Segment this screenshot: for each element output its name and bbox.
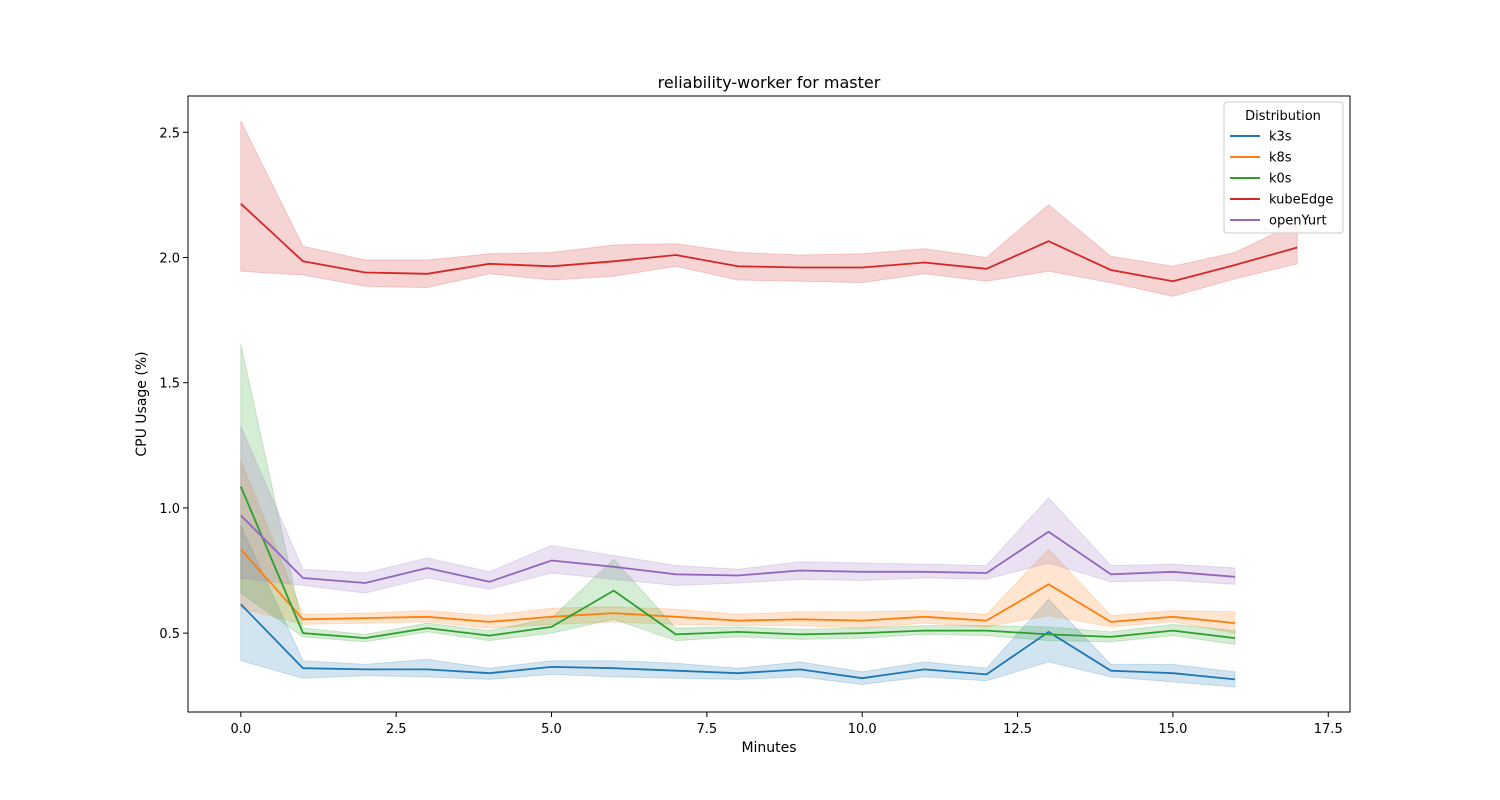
series-line-k0s [239, 486, 1236, 639]
legend-label-kubeedge: kubeEdge [1269, 193, 1333, 208]
confidence-band-k0s [240, 343, 1236, 645]
series-lines [239, 203, 1298, 681]
plot-area-frame [187, 95, 1351, 713]
x-axis-ticks: 0.0 2.5 5.0 7.5 10.0 12.5 15.0 17.5 [230, 712, 1343, 737]
legend-label-openyurt: openYurt [1269, 214, 1327, 229]
x-tick-label: 10.0 [848, 722, 877, 737]
x-tick-label: 2.5 [386, 722, 407, 737]
legend-box [1223, 101, 1344, 234]
x-tick-label: 5.0 [541, 722, 562, 737]
y-tick-label: 1.5 [159, 377, 180, 392]
legend-label-k8s: k8s [1269, 151, 1292, 166]
x-tick-label: 7.5 [697, 722, 718, 737]
y-axis-ticks: 0.5 1.0 1.5 2.0 2.5 [159, 126, 188, 642]
y-axis-label: CPU Usage (%) [134, 351, 150, 456]
y-tick-label: 2.0 [159, 252, 180, 267]
chart-title: reliability-worker for master [658, 73, 881, 92]
series-line-k3s [240, 603, 1236, 681]
series-line-openyurt [240, 514, 1236, 584]
x-tick-label: 17.5 [1314, 722, 1343, 737]
x-tick-label: 0.0 [230, 722, 251, 737]
x-axis-label: Minutes [741, 740, 796, 756]
confidence-band-k8s [240, 460, 1236, 634]
y-tick-label: 0.5 [159, 627, 180, 642]
confidence-band-openyurt [240, 426, 1236, 594]
legend: Distribution k3s k8s k0s kubeEdge openYurt [1223, 101, 1344, 234]
series-line-k8s [240, 548, 1236, 624]
confidence-band-kubeedge [240, 120, 1298, 297]
y-tick-label: 1.0 [159, 502, 180, 517]
legend-items: k3s k8s k0s kubeEdge openYurt [1230, 130, 1333, 229]
x-tick-label: 12.5 [1003, 722, 1032, 737]
legend-label-k0s: k0s [1269, 172, 1292, 187]
legend-title: Distribution [1245, 109, 1321, 124]
legend-label-k3s: k3s [1269, 130, 1292, 145]
x-tick-label: 15.0 [1158, 722, 1187, 737]
y-tick-label: 2.5 [159, 126, 180, 141]
series-line-kubeedge [240, 203, 1298, 283]
